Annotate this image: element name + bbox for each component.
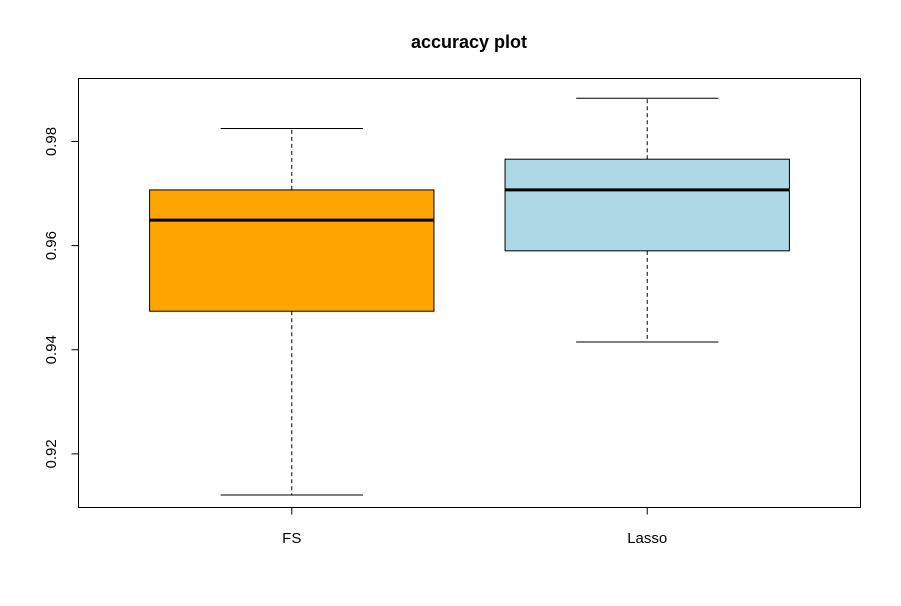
y-tick-label: 0.98 [43, 127, 60, 156]
x-tick-label: FS [282, 530, 301, 547]
x-axis: FS Lasso [282, 507, 667, 547]
box-group [149, 97, 790, 496]
box-lasso [504, 158, 790, 252]
box-fs [149, 189, 435, 312]
x-tick-label: Lasso [627, 530, 667, 547]
y-tick-label: 0.92 [43, 439, 60, 468]
y-tick-label: 0.94 [43, 335, 60, 364]
y-axis: 0.92 0.94 0.96 0.98 [43, 127, 79, 468]
chart-title: accuracy plot [411, 32, 527, 52]
y-tick-label: 0.96 [43, 231, 60, 260]
